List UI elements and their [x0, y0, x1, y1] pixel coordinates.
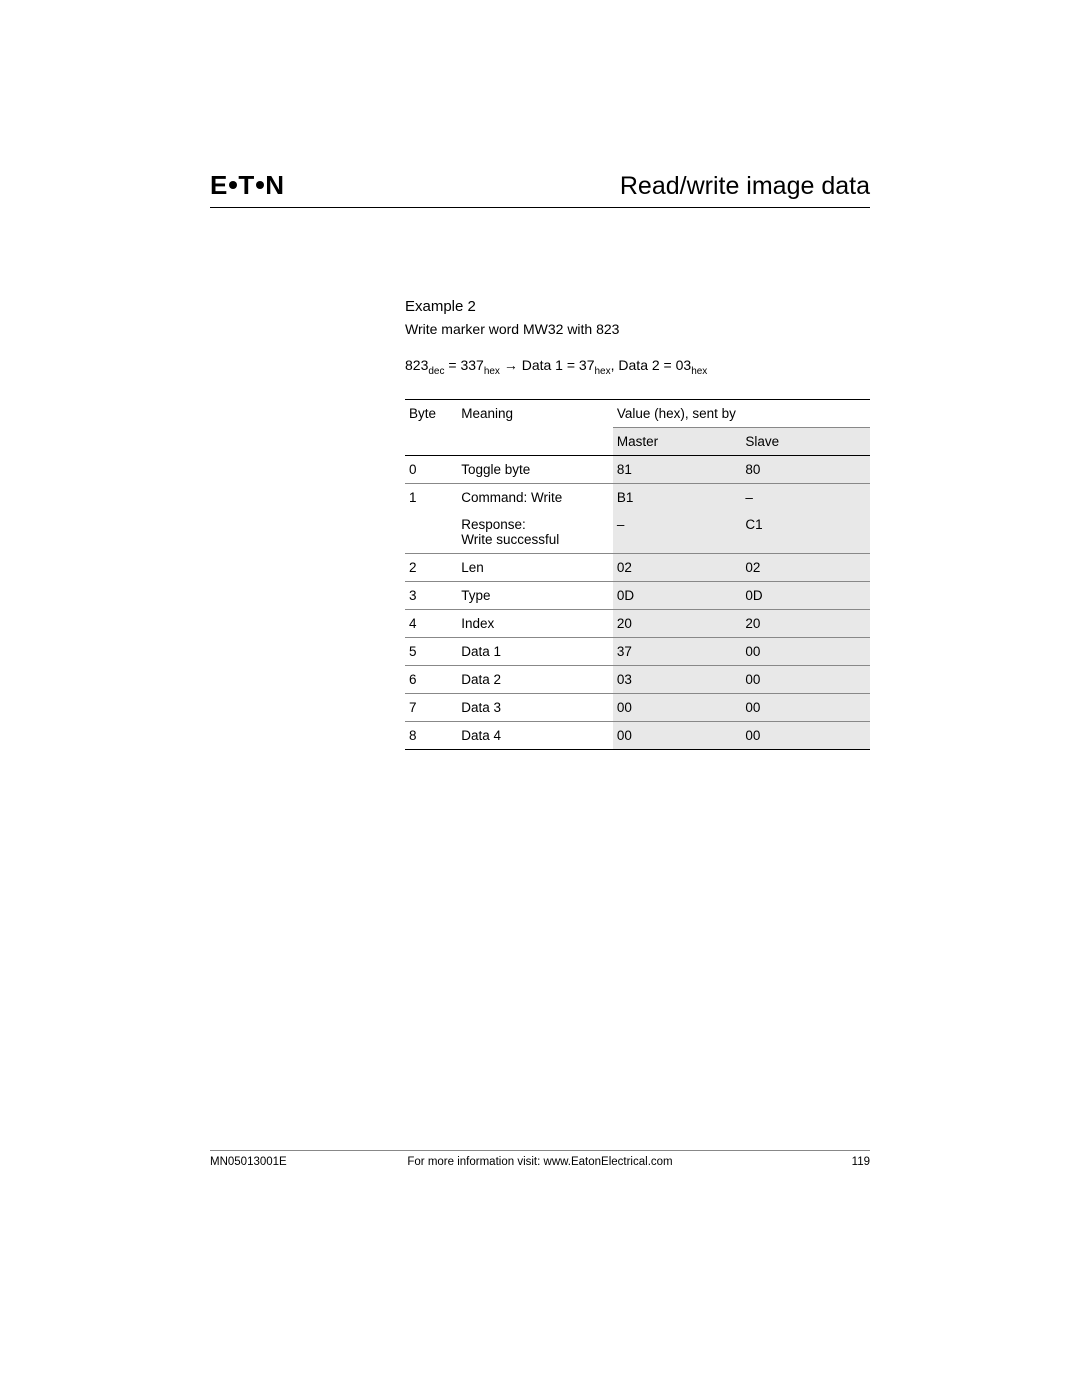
page-content: ETN Read/write image data Example 2 Writ…: [210, 170, 870, 750]
col-header-master: Master: [613, 427, 742, 455]
cell-byte: 8: [405, 721, 457, 749]
formula-text: 337: [460, 357, 483, 373]
table-row: 8 Data 4 00 00: [405, 721, 870, 749]
cell-master: 03: [613, 665, 742, 693]
cell-meaning: Data 1: [457, 637, 613, 665]
footer-info: For more information visit: www.EatonEle…: [210, 1156, 870, 1168]
cell-slave: 80: [741, 455, 870, 483]
table-row: 0 Toggle byte 81 80: [405, 455, 870, 483]
conversion-formula: 823dec = 337hex → Data 1 = 37hex, Data 2…: [405, 357, 870, 377]
cell-slave: 00: [741, 693, 870, 721]
cell-master: 0D: [613, 581, 742, 609]
formula-sub: dec: [428, 366, 444, 377]
cell-master: 02: [613, 553, 742, 581]
cell-byte: 1: [405, 483, 457, 553]
example-subtitle: Write marker word MW32 with 823: [405, 321, 870, 337]
table-row: 6 Data 2 03 00: [405, 665, 870, 693]
cell-slave: 00: [741, 665, 870, 693]
cell-master: 00: [613, 693, 742, 721]
logo-letter: N: [265, 170, 285, 200]
cell-slave: 02: [741, 553, 870, 581]
table-row: 4 Index 20 20: [405, 609, 870, 637]
cell-master: 20: [613, 609, 742, 637]
table-row: 7 Data 3 00 00: [405, 693, 870, 721]
table-body: 0 Toggle byte 81 80 1 Command: Write B1 …: [405, 455, 870, 749]
cell-meaning: Data 3: [457, 693, 613, 721]
byte-table: Byte Meaning Value (hex), sent by Master…: [405, 399, 870, 750]
cell-master: –: [613, 511, 742, 554]
col-header-meaning: Meaning: [457, 399, 613, 455]
eaton-logo: ETN: [210, 170, 285, 201]
cell-master: B1: [613, 483, 742, 511]
cell-meaning: Toggle byte: [457, 455, 613, 483]
col-header-slave: Slave: [741, 427, 870, 455]
cell-meaning: Len: [457, 553, 613, 581]
cell-byte: 7: [405, 693, 457, 721]
cell-slave: 0D: [741, 581, 870, 609]
formula-text: =: [444, 357, 460, 373]
cell-slave: 00: [741, 637, 870, 665]
cell-slave: 00: [741, 721, 870, 749]
table-header-row: Byte Meaning Value (hex), sent by: [405, 399, 870, 427]
example-heading: Example 2: [405, 298, 870, 315]
logo-letter: E: [210, 170, 228, 200]
formula-text: Data 2 = 03: [618, 357, 691, 373]
cell-byte: 2: [405, 553, 457, 581]
logo-letter: T: [238, 170, 255, 200]
cell-master: 00: [613, 721, 742, 749]
table-row: 3 Type 0D 0D: [405, 581, 870, 609]
cell-meaning: Response: Write successful: [457, 511, 613, 554]
page-footer: MN05013001E For more information visit: …: [210, 1150, 870, 1168]
content-area: Example 2 Write marker word MW32 with 82…: [405, 298, 870, 750]
cell-slave: –: [741, 483, 870, 511]
cell-slave: 20: [741, 609, 870, 637]
arrow-icon: →: [500, 357, 522, 373]
col-header-byte: Byte: [405, 399, 457, 455]
cell-byte: 3: [405, 581, 457, 609]
cell-master: 37: [613, 637, 742, 665]
cell-byte: 0: [405, 455, 457, 483]
table-row: 2 Len 02 02: [405, 553, 870, 581]
col-header-value: Value (hex), sent by: [613, 399, 870, 427]
cell-meaning: Command: Write: [457, 483, 613, 511]
table-row: 1 Command: Write B1 –: [405, 483, 870, 511]
formula-sub: hex: [595, 366, 611, 377]
cell-meaning: Data 4: [457, 721, 613, 749]
formula-sub: hex: [691, 366, 707, 377]
cell-byte: 4: [405, 609, 457, 637]
table-row: 5 Data 1 37 00: [405, 637, 870, 665]
logo-dot-icon: [256, 181, 264, 189]
page-header: ETN Read/write image data: [210, 170, 870, 208]
table-row: Response: Write successful – C1: [405, 511, 870, 554]
cell-master: 81: [613, 455, 742, 483]
logo-dot-icon: [229, 181, 237, 189]
formula-sub: hex: [484, 366, 500, 377]
doc-number: MN05013001E: [210, 1156, 287, 1168]
cell-meaning: Type: [457, 581, 613, 609]
cell-slave: C1: [741, 511, 870, 554]
cell-byte: 5: [405, 637, 457, 665]
page-number: 119: [852, 1156, 870, 1168]
cell-meaning: Data 2: [457, 665, 613, 693]
formula-text: Data 1 = 37: [522, 357, 595, 373]
cell-meaning: Index: [457, 609, 613, 637]
cell-byte: 6: [405, 665, 457, 693]
page-title: Read/write image data: [620, 172, 870, 201]
formula-text: 823: [405, 357, 428, 373]
